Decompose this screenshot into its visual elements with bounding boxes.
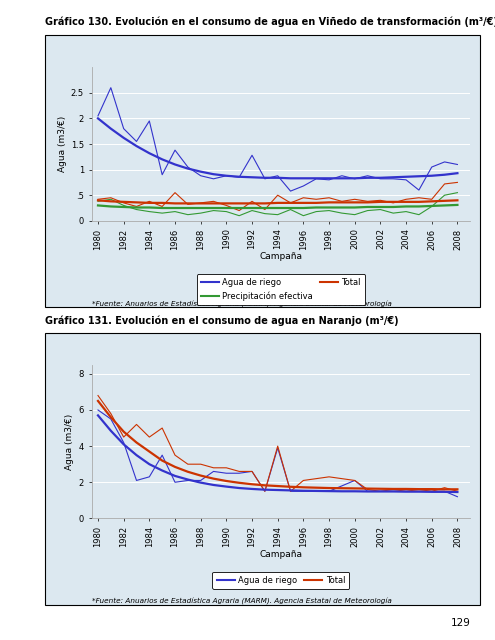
Text: *Fuente: Anuarios de Estadística Agraria (MARM). Agencia Estatal de Meteorología: *Fuente: Anuarios de Estadística Agraria… (92, 598, 392, 605)
Text: Gráfico 131. Evolución en el consumo de agua en Naranjo (m³/€): Gráfico 131. Evolución en el consumo de … (45, 316, 398, 326)
Text: 129: 129 (450, 618, 470, 628)
Text: *Fuente: Anuarios de Estadística Agraria (MARM). Agencia Estatal de Meteorología: *Fuente: Anuarios de Estadística Agraria… (92, 301, 392, 308)
X-axis label: Campaña: Campaña (259, 550, 302, 559)
Y-axis label: Agua (m3/€): Agua (m3/€) (57, 116, 67, 172)
X-axis label: Campaña: Campaña (259, 252, 302, 262)
Text: Gráfico 130. Evolución en el consumo de agua en Viñedo de transformación (m³/€): Gráfico 130. Evolución en el consumo de … (45, 17, 495, 27)
Legend: Agua de riego, Total: Agua de riego, Total (212, 572, 349, 589)
Y-axis label: Agua (m3/€): Agua (m3/€) (65, 413, 74, 470)
Legend: Agua de riego, Precipitación efectiva, Total: Agua de riego, Precipitación efectiva, T… (197, 274, 365, 305)
